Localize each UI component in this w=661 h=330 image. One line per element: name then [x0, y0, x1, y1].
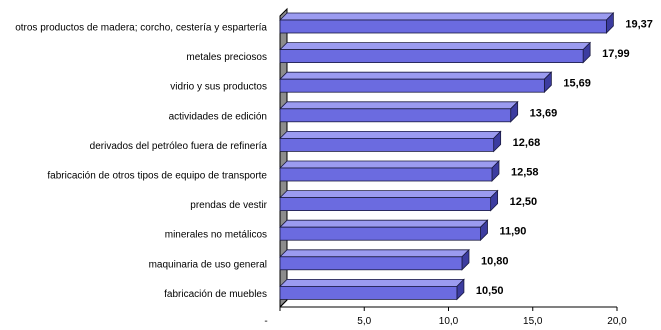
- bar-top-face: [279, 12, 615, 21]
- value-label: 10,80: [481, 255, 509, 267]
- value-labels: 19,37 17,99 15,69 13,69 12,68 12,58 12,50 11,90…: [476, 19, 653, 297]
- bar-top-face: [279, 101, 519, 110]
- x-tick-label: 15,0: [523, 316, 543, 327]
- bar-top-face: [279, 278, 465, 287]
- value-label: 15,69: [563, 78, 591, 90]
- bar-top-face: [279, 71, 553, 80]
- value-label: 12,58: [511, 167, 539, 179]
- bar: [279, 189, 499, 212]
- bar: [279, 100, 519, 123]
- bar: [279, 278, 465, 301]
- bar-front-face: [279, 78, 545, 93]
- category-labels: otros productos de madera; corcho, ceste…: [15, 23, 267, 300]
- bar-front-face: [279, 108, 512, 123]
- value-label: 17,99: [602, 48, 630, 60]
- bar-front-face: [279, 285, 458, 300]
- category-label: metales preciosos: [186, 52, 267, 63]
- category-label: maquinaria de uso general: [149, 259, 267, 270]
- bar-top-face: [279, 130, 502, 139]
- bar: [279, 12, 615, 34]
- x-axis: - 5,0 10,0 15,0 20,0: [264, 299, 627, 327]
- category-label: actividades de edición: [169, 111, 267, 122]
- bar-front-face: [279, 19, 607, 34]
- bar-front-face: [279, 137, 495, 152]
- x-axis-depth-line: [279, 299, 288, 308]
- x-tick-label: 10,0: [439, 316, 459, 327]
- bar-front-face: [279, 256, 463, 271]
- bar-front-face: [279, 167, 493, 182]
- value-label: 10,50: [476, 285, 504, 297]
- bar: [279, 41, 592, 64]
- bar: [279, 219, 489, 242]
- bar: [279, 130, 502, 153]
- value-label: 12,68: [513, 137, 541, 149]
- bar-front-face: [279, 197, 492, 212]
- bar-front-face: [279, 226, 481, 241]
- category-label: prendas de vestir: [190, 200, 267, 211]
- value-label: 13,69: [530, 107, 558, 119]
- category-label: minerales no metálicos: [165, 230, 267, 241]
- bar: [279, 71, 553, 94]
- bar-front-face: [279, 49, 584, 63]
- value-label: 19,37: [625, 19, 653, 31]
- bar: [279, 248, 470, 271]
- bar-top-face: [279, 219, 489, 228]
- bar: [279, 160, 500, 182]
- bar-top-face: [279, 42, 592, 50]
- bar-top-face: [279, 190, 499, 199]
- bar-top-face: [279, 160, 500, 169]
- category-label: fabricación de otros tipos de equipo de …: [47, 171, 267, 182]
- category-label: derivados del petróleo fuera de refinerí…: [90, 141, 268, 152]
- value-label: 12,50: [510, 196, 538, 208]
- x-tick-label: 20,0: [607, 316, 627, 327]
- category-label: vidrio y sus productos: [170, 82, 267, 93]
- x-tick-label: 5,0: [357, 316, 371, 327]
- x-tick-label: -: [264, 316, 267, 327]
- bar-top-face: [279, 249, 470, 258]
- category-label: fabricación de muebles: [164, 289, 267, 300]
- category-label: otros productos de madera; corcho, ceste…: [15, 23, 267, 34]
- value-label: 11,90: [500, 226, 527, 238]
- bars-group: [279, 12, 615, 301]
